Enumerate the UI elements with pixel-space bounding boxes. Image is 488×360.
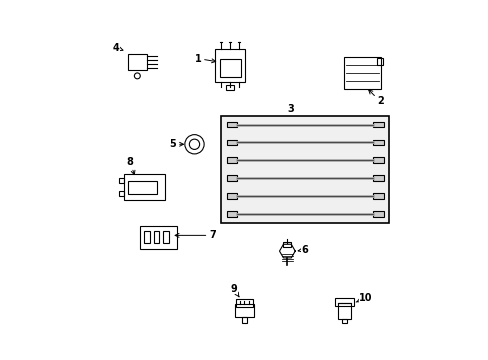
Bar (226, 211, 237, 217)
Text: 10: 10 (355, 293, 372, 303)
Bar (372, 140, 383, 145)
Bar (372, 175, 383, 181)
Text: 4: 4 (112, 43, 123, 53)
Bar (226, 140, 237, 145)
Bar (234, 304, 254, 317)
Bar (127, 54, 147, 70)
Bar (163, 231, 168, 243)
Bar (144, 231, 150, 243)
Bar (119, 191, 123, 196)
Bar (334, 298, 353, 306)
Bar (128, 181, 157, 194)
Bar (226, 193, 237, 199)
Text: 8: 8 (126, 157, 135, 175)
Bar (226, 157, 237, 163)
Text: 2: 2 (368, 90, 383, 107)
Bar (221, 116, 388, 223)
Bar (219, 59, 240, 77)
Bar (372, 122, 383, 127)
Bar (119, 179, 123, 183)
Bar (337, 302, 350, 319)
Bar (283, 242, 291, 247)
Bar (372, 211, 383, 217)
Text: 7: 7 (175, 230, 215, 240)
Bar (342, 319, 346, 323)
Text: 5: 5 (169, 139, 183, 149)
Bar (226, 175, 237, 181)
Bar (236, 299, 252, 307)
Text: 6: 6 (298, 245, 308, 255)
Bar (226, 85, 233, 90)
Bar (153, 231, 159, 243)
Bar (215, 49, 244, 82)
Bar (372, 193, 383, 199)
Text: 1: 1 (194, 54, 215, 64)
Bar (140, 226, 177, 249)
Bar (123, 174, 165, 200)
Text: 9: 9 (230, 284, 239, 297)
Bar (343, 57, 380, 89)
Bar (226, 122, 237, 127)
Bar (242, 317, 246, 323)
Bar (372, 157, 383, 163)
Bar (377, 58, 383, 65)
Text: 3: 3 (287, 104, 294, 113)
